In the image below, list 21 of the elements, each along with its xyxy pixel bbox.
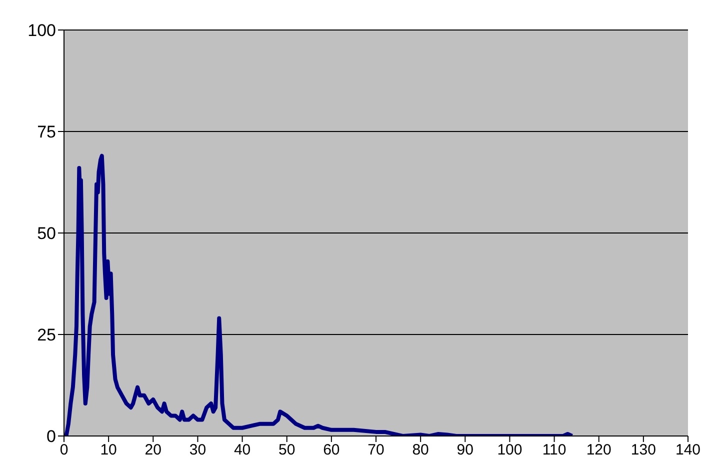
y-tick-label: 25 (37, 326, 56, 345)
x-tick-label: 0 (60, 442, 68, 459)
x-tick-label: 120 (586, 442, 612, 459)
x-tick-label: 60 (323, 442, 340, 459)
x-tick-label: 100 (497, 442, 522, 459)
y-tick-label: 50 (37, 224, 56, 244)
x-tick-label: 50 (278, 442, 296, 459)
x-tick-label: 110 (542, 442, 566, 459)
y-tick-label: 0 (46, 427, 56, 446)
x-tick-label: 10 (100, 442, 117, 459)
x-tick-label: 70 (368, 442, 384, 459)
line-series (64, 154, 574, 436)
x-tick-label: 40 (234, 442, 251, 459)
x-tick-label: 80 (412, 442, 429, 459)
x-tick-label: 130 (630, 442, 656, 459)
y-tick-label: 100 (28, 21, 56, 40)
x-tick-label: 90 (456, 442, 474, 459)
x-tick-label: 30 (189, 442, 206, 459)
x-tick-label: 20 (144, 442, 162, 459)
y-tick-label: 75 (37, 122, 56, 142)
x-tick-label: 140 (675, 442, 701, 459)
